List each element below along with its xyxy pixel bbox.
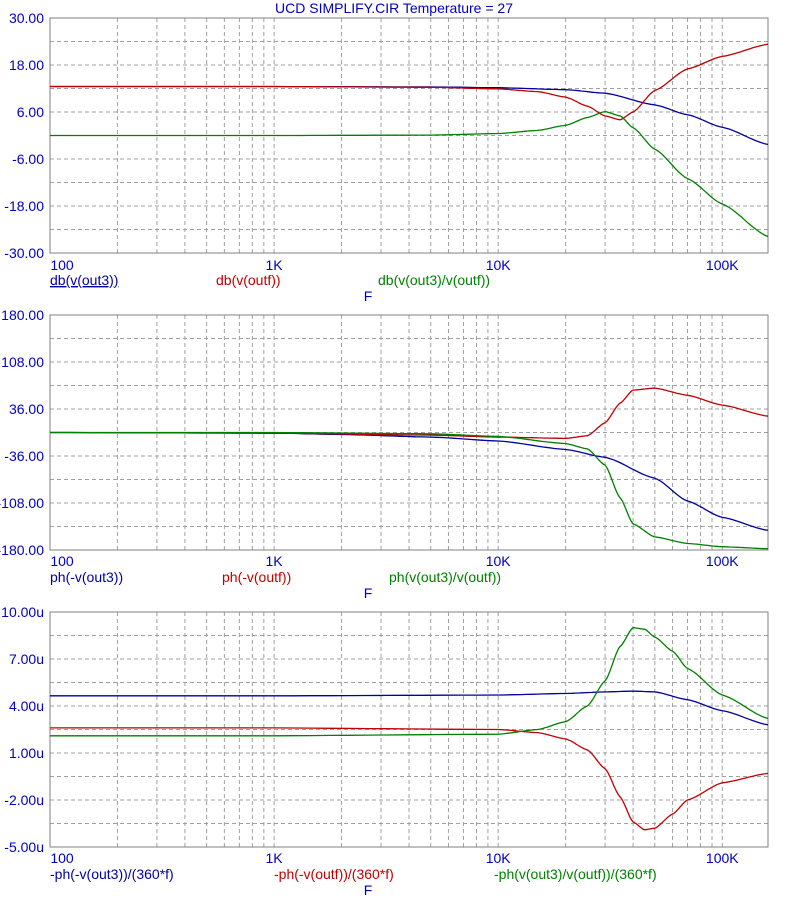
x-axis-label: F <box>364 585 373 601</box>
series-line-2 <box>50 387 769 440</box>
y-tick-label: 18.00 <box>9 57 44 73</box>
x-tick-label: 10K <box>486 553 512 569</box>
series-line-1 <box>50 431 769 532</box>
x-tick-label: 100 <box>50 850 74 866</box>
series-line-2 <box>50 727 769 831</box>
x-tick-label: 100K <box>706 553 739 569</box>
y-tick-label: 36.00 <box>9 401 44 417</box>
y-tick-label: -18.00 <box>4 198 44 214</box>
x-tick-label: 1K <box>266 553 284 569</box>
y-tick-label: 108.00 <box>1 354 44 370</box>
x-axis-label: F <box>364 288 373 304</box>
y-tick-label: -2.00u <box>4 792 44 808</box>
x-tick-label: 10K <box>486 850 512 866</box>
x-tick-label: 10K <box>486 257 512 273</box>
y-tick-label: -108.00 <box>0 495 44 511</box>
y-tick-label: -6.00 <box>12 151 44 167</box>
chart-panel-1: -30.00 -18.00 -6.00 6.00 18.00 30.00 100 1K 10K 1… <box>4 10 769 304</box>
chart-panel-2: -180.00 -108.00 -36.00 36.00 108.00 180.00 100… <box>0 307 769 601</box>
legend-entry: db(v(outf)) <box>216 272 281 288</box>
series-line-3 <box>50 431 769 550</box>
legend-entry: db(v(out3)/v(outf)) <box>378 272 490 288</box>
plot-frame <box>49 611 769 848</box>
x-tick-label: 100 <box>50 553 74 569</box>
series-line-3 <box>50 627 769 737</box>
x-axis-label: F <box>364 882 373 898</box>
y-tick-label: -5.00u <box>4 839 44 855</box>
window-title: UCD SIMPLIFY.CIR Temperature = 27 <box>275 0 513 16</box>
y-tick-label: 180.00 <box>1 307 44 323</box>
y-tick-label: 6.00 <box>17 104 44 120</box>
y-tick-label: 4.00u <box>9 698 44 714</box>
legend-entry: -ph(-v(outf))/(360*f) <box>274 866 394 882</box>
legend-entry: -ph(v(out3)/v(outf))/(360*f) <box>494 866 657 882</box>
y-tick-label: 10.00u <box>1 604 44 620</box>
x-tick-label: 1K <box>266 850 284 866</box>
chart-panel-3: -5.00u -2.00u 1.00u 4.00u 7.00u 10.00u 100 1K 10… <box>1 604 769 898</box>
legend-entry: ph(-v(outf)) <box>222 569 291 585</box>
series-line-1 <box>50 690 769 726</box>
x-tick-label: 100 <box>50 257 74 273</box>
y-tick-label: -180.00 <box>0 542 44 558</box>
legend-entry: -ph(-v(out3))/(360*f) <box>50 866 174 882</box>
series-line-3 <box>50 110 769 238</box>
legend-entry: ph(v(out3)/v(outf)) <box>389 569 501 585</box>
y-tick-label: -36.00 <box>4 448 44 464</box>
series-line-2 <box>50 43 769 121</box>
x-tick-label: 100K <box>706 257 739 273</box>
legend-entry: ph(-v(out3)) <box>50 569 123 585</box>
y-tick-label: 30.00 <box>9 10 44 26</box>
legend-entry: db(v(out3)) <box>50 272 118 288</box>
y-tick-label: 7.00u <box>9 651 44 667</box>
y-tick-label: -30.00 <box>4 245 44 261</box>
x-tick-label: 100K <box>706 850 739 866</box>
y-tick-label: 1.00u <box>9 745 44 761</box>
x-tick-label: 1K <box>266 257 284 273</box>
